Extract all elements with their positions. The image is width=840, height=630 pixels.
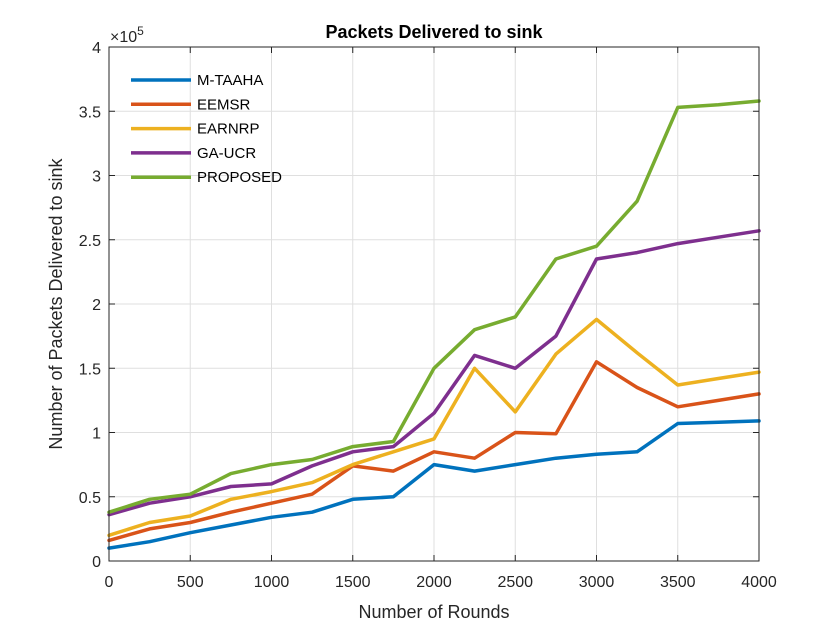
series-line-m-taaha [107,419,761,550]
y-tick-label: 2.5 [79,233,101,250]
x-tick-label: 1500 [335,574,371,591]
y-tick-label: 0.5 [79,490,101,507]
axes [108,46,760,562]
x-tick-label: 0 [105,574,114,591]
y-tick-label: 0 [92,554,101,571]
plot-frame [108,46,760,562]
legend-label: GA-UCR [197,145,256,162]
x-axis-label: Number of Rounds [358,602,509,622]
x-tick-label: 4000 [741,574,777,591]
y-axis-label: Number of Packets Delivered to sink [46,157,66,449]
x-tick-label: 1000 [254,574,290,591]
legend-label: EARNRP [197,121,260,138]
series-line-eemsr [107,360,761,543]
series-line-earnrp [107,317,761,538]
y-tick-label: 1 [92,426,101,443]
y-tick-label: 3 [92,169,101,186]
y-tick-label: 3.5 [79,104,101,121]
series-line-proposed [107,99,761,514]
legend-label: M-TAAHA [197,72,263,89]
series-lines [107,99,761,550]
y-exponent-label: ×105 [110,24,144,46]
y-tick-label: 1.5 [79,361,101,378]
chart-title: Packets Delivered to sink [325,22,543,42]
x-tick-label: 2500 [497,574,533,591]
x-tick-label: 3500 [660,574,696,591]
legend: M-TAAHA EEMSR EARNRP GA-UCR PROPOSED [131,72,282,186]
legend-label: PROPOSED [197,169,282,186]
x-tick-label: 3000 [579,574,615,591]
tick-labels: 0 500 1000 1500 2000 2500 3000 3500 4000 0 0.5 1 1.5… [79,40,777,591]
y-tick-label: 4 [92,40,101,57]
x-tick-label: 500 [177,574,204,591]
series-line-ga-ucr [107,229,761,517]
y-tick-label: 2 [92,297,101,314]
x-tick-label: 2000 [416,574,452,591]
legend-label: EEMSR [197,96,251,113]
